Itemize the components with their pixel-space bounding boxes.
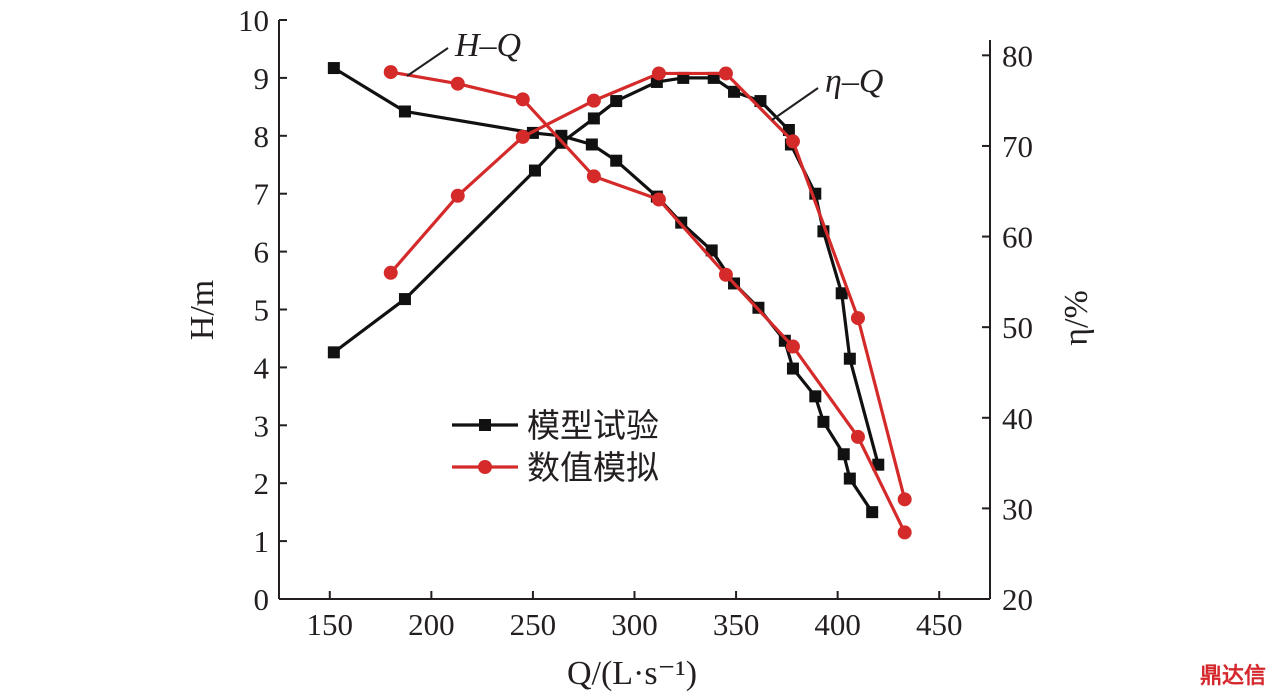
series-experiment-head [327,62,879,519]
legend-marker [478,460,492,474]
data-point [327,346,340,359]
plot-frame [278,20,991,600]
left-tick-label: 5 [254,293,270,328]
x-axis-ticks: 150 200 250 300 350 400 450 [307,591,963,642]
legend-label: 数值模拟 [527,450,659,487]
data-point [651,192,666,207]
data-point [866,506,879,519]
data-point [586,169,601,184]
data-point [817,415,830,428]
data-point [515,92,530,107]
data-point [786,362,799,375]
data-point [398,105,411,118]
data-point [718,66,733,81]
data-point [843,352,856,365]
data-point [610,95,623,108]
x-tick-label: 200 [408,607,455,642]
data-point [785,134,800,149]
data-point [398,293,411,306]
data-point [383,265,398,280]
data-point [383,65,398,80]
left-tick-label: 2 [254,466,270,501]
legend-label: 模型试验 [527,408,659,445]
data-point [850,429,865,444]
left-tick-label: 6 [254,235,270,270]
data-point [872,458,885,471]
left-axis-label: H/m [184,280,221,340]
data-point [850,311,865,326]
data-point [835,287,848,300]
left-tick-label: 9 [254,61,270,96]
annotation-efficiency-curve: η–Q [825,63,883,100]
data-point [651,66,666,81]
series-simulation-efficiency [383,66,912,507]
data-point [809,390,822,403]
x-tick-label: 250 [510,607,557,642]
data-point [528,164,541,177]
watermark-logo: 鼎达信 [1199,664,1266,689]
left-axis-ticks: 0 1 2 3 4 5 6 7 8 9 10 [238,3,287,617]
right-tick-label: 50 [1002,310,1033,345]
series-simulation-head [383,65,912,540]
legend-marker [479,419,491,431]
right-tick-label: 80 [1002,38,1033,73]
data-point [586,93,601,108]
x-axis-label: Q/(L·s⁻¹) [567,655,697,692]
right-tick-label: 20 [1002,582,1033,617]
right-tick-label: 40 [1002,401,1033,436]
right-tick-label: 30 [1002,491,1033,526]
left-tick-label: 7 [254,177,270,212]
x-tick-label: 400 [814,607,861,642]
legend-item: 模型试验 [452,408,659,445]
data-point [610,154,623,167]
annotation-head-curve: H–Q [454,27,521,64]
right-axis-ticks: 20 30 40 50 60 70 80 [982,38,1033,617]
data-point [587,112,600,125]
x-tick-label: 450 [916,607,963,642]
data-point [515,129,530,144]
annotation-leader-head [406,47,449,77]
right-tick-label: 70 [1002,129,1033,164]
right-tick-label: 60 [1002,220,1033,255]
left-tick-label: 1 [254,524,270,559]
left-tick-label: 3 [254,408,270,443]
x-tick-label: 150 [307,607,354,642]
annotation-leader-efficiency [771,87,819,121]
data-point [897,525,912,540]
data-point [450,76,465,91]
left-tick-label: 0 [254,582,270,617]
data-point [718,267,733,282]
series-layer [327,62,912,540]
data-point [327,62,340,75]
data-point [785,339,800,354]
right-axis-label: η/% [1058,290,1095,346]
left-tick-label: 4 [254,350,270,385]
data-point [843,472,856,485]
data-point [728,85,741,98]
data-point [450,188,465,203]
annotation-layer: H–Q η–Q [406,27,883,121]
data-point [897,492,912,507]
left-tick-label: 10 [238,3,269,38]
data-point [585,138,598,151]
legend-item: 数值模拟 [452,450,659,487]
x-tick-label: 300 [611,607,658,642]
x-tick-label: 350 [713,607,760,642]
data-point [837,448,850,461]
left-tick-label: 8 [254,119,270,154]
